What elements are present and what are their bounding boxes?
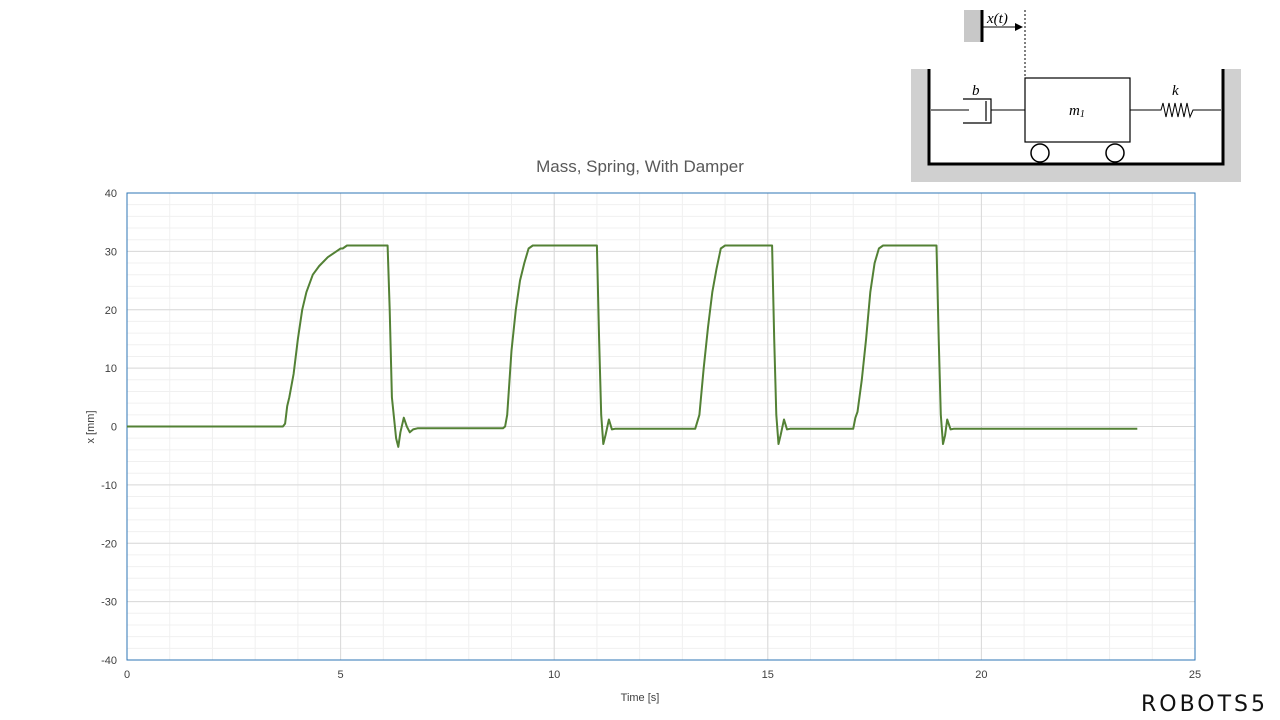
x-tick-label: 25 xyxy=(1189,669,1201,681)
y-tick-label: -40 xyxy=(101,655,117,667)
y-tick-label: 20 xyxy=(105,305,117,317)
displacement-label: x(t) xyxy=(986,11,1008,27)
robots5-logo: ROBOTS5 xyxy=(1140,692,1268,717)
y-tick-label: 30 xyxy=(105,246,117,258)
damper-cylinder xyxy=(963,98,992,124)
y-axis-title: x [mm] xyxy=(85,411,97,444)
mass-block xyxy=(1024,77,1131,143)
y-tick-labels: -40 -30 -20 -10 0 10 20 30 40 xyxy=(101,188,117,667)
y-tick-label: 10 xyxy=(105,363,117,375)
wheel-left xyxy=(1030,143,1050,163)
mass-spring-damper-diagram: x(t) b m1 k xyxy=(911,10,1241,182)
y-tick-label: -10 xyxy=(101,480,117,492)
x-tick-label: 10 xyxy=(548,669,560,681)
damping-label: b xyxy=(972,83,980,99)
spring-constant-label: k xyxy=(1172,83,1179,99)
diagram-cavity-outline xyxy=(927,69,1225,166)
arrow-head-icon xyxy=(1015,23,1023,31)
x-tick-label: 0 xyxy=(124,669,130,681)
x-tick-labels: 0 5 10 15 20 25 xyxy=(124,669,1201,681)
y-tick-label: 0 xyxy=(111,422,117,434)
x-tick-label: 20 xyxy=(975,669,987,681)
chart-title: Mass, Spring, With Damper xyxy=(536,157,744,176)
mass-label: m1 xyxy=(1069,103,1085,120)
x-axis-title: Time [s] xyxy=(621,692,660,704)
y-tick-label: 40 xyxy=(105,188,117,200)
reference-wall xyxy=(964,10,982,42)
y-tick-label: -30 xyxy=(101,597,117,609)
spring-coil xyxy=(1130,102,1221,119)
wheel-right xyxy=(1105,143,1125,163)
series-line xyxy=(127,244,1138,448)
x-tick-label: 5 xyxy=(338,669,344,681)
y-tick-label: -20 xyxy=(101,538,117,550)
x-tick-label: 15 xyxy=(762,669,774,681)
